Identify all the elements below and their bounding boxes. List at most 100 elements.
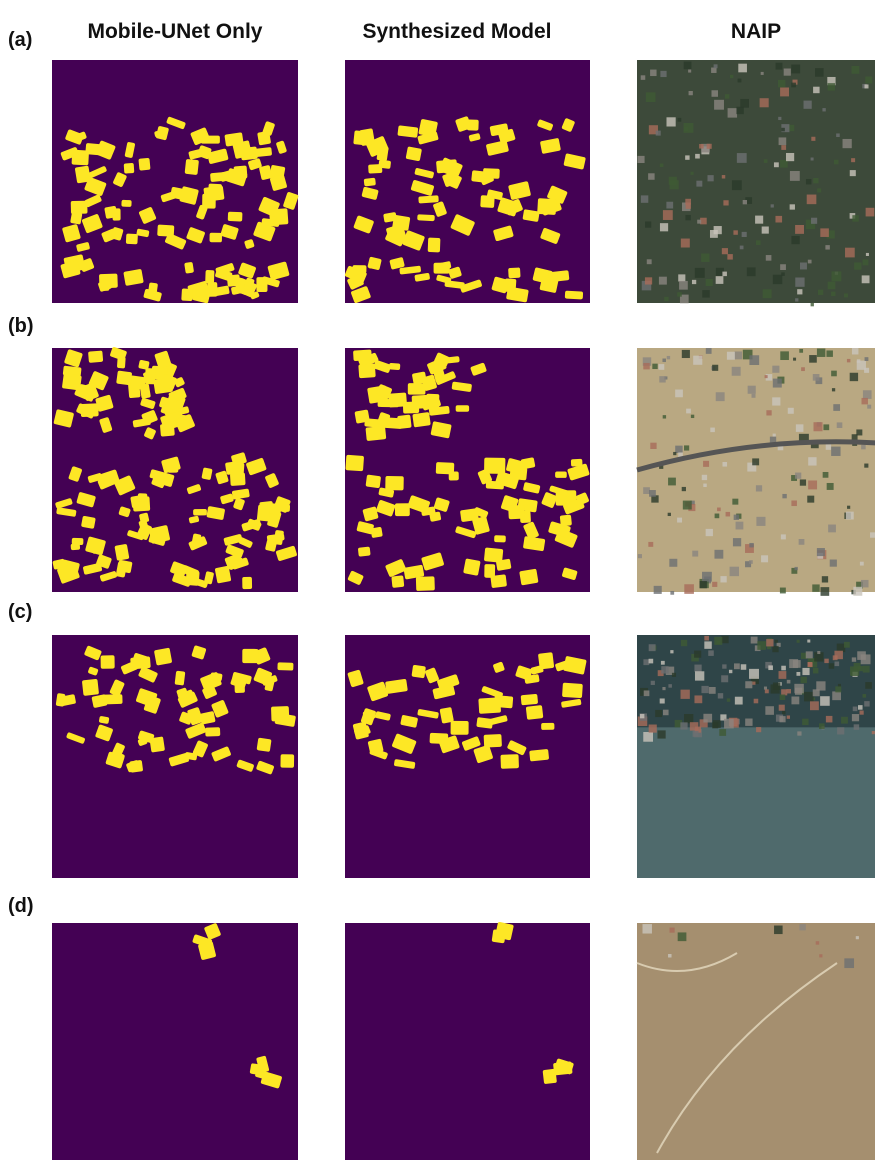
building-blob — [406, 146, 422, 161]
building-blob — [411, 665, 425, 679]
texture — [847, 359, 850, 362]
texture — [673, 452, 676, 455]
texture — [690, 722, 698, 730]
texture — [766, 639, 773, 646]
texture — [822, 108, 825, 111]
texture — [703, 714, 712, 723]
texture — [817, 188, 821, 192]
building-blob — [537, 198, 556, 215]
texture — [663, 210, 673, 220]
texture — [649, 490, 656, 497]
texture — [813, 87, 819, 93]
texture — [638, 554, 642, 558]
texture — [702, 290, 709, 297]
texture — [860, 562, 864, 566]
building-blob — [358, 546, 371, 556]
texture — [781, 145, 786, 150]
texture — [818, 290, 823, 295]
texture — [787, 689, 791, 693]
building-blob — [257, 738, 272, 752]
building-blob — [138, 493, 148, 502]
texture — [652, 364, 657, 369]
texture — [831, 292, 835, 296]
texture — [720, 576, 726, 582]
texture — [814, 422, 823, 431]
texture — [663, 415, 666, 418]
texture — [809, 355, 817, 363]
building-blob — [366, 475, 382, 489]
texture — [827, 483, 834, 490]
texture — [830, 560, 837, 567]
building-blob — [280, 754, 294, 768]
texture — [732, 367, 741, 376]
texture — [686, 204, 691, 209]
texture — [660, 71, 666, 77]
building-blob — [205, 727, 220, 737]
building-blob — [345, 455, 364, 472]
texture — [843, 139, 852, 148]
building-blob — [562, 683, 583, 698]
building-blob — [529, 749, 549, 762]
texture — [682, 487, 686, 491]
building-blob — [434, 263, 450, 274]
texture — [711, 68, 716, 73]
texture — [787, 715, 790, 718]
texture — [831, 371, 837, 377]
column-header: NAIP — [731, 20, 781, 43]
texture — [650, 443, 656, 449]
texture — [860, 711, 864, 715]
texture — [666, 117, 675, 126]
texture — [709, 687, 716, 694]
texture — [701, 686, 708, 693]
texture — [799, 924, 805, 930]
texture — [811, 137, 815, 141]
texture — [668, 954, 671, 957]
building-blob — [368, 164, 382, 174]
building-blob — [565, 291, 583, 300]
texture — [722, 175, 725, 178]
texture — [734, 663, 740, 669]
texture — [721, 636, 728, 643]
texture — [813, 374, 820, 381]
row-label: (d) — [8, 895, 34, 917]
building-blob — [403, 401, 419, 413]
texture — [794, 684, 803, 693]
texture — [710, 230, 718, 238]
texture — [775, 640, 779, 644]
texture — [694, 665, 701, 672]
building-blob — [456, 405, 469, 412]
texture — [702, 572, 712, 582]
texture — [853, 587, 862, 596]
texture — [703, 461, 709, 467]
building-blob — [418, 195, 439, 203]
texture — [661, 666, 668, 673]
texture — [695, 671, 704, 680]
texture — [854, 262, 861, 269]
texture — [667, 356, 670, 359]
building-blob — [103, 694, 122, 704]
building-blob — [203, 185, 224, 201]
texture — [738, 64, 747, 73]
texture — [684, 584, 694, 594]
texture — [823, 472, 829, 478]
texture — [691, 415, 694, 418]
texture — [765, 375, 768, 378]
texture — [806, 179, 811, 184]
texture — [863, 694, 867, 698]
texture — [703, 484, 706, 487]
texture — [756, 485, 762, 491]
row-label: (a) — [8, 29, 32, 51]
texture — [780, 87, 789, 96]
texture — [837, 422, 843, 428]
building-blob — [494, 535, 506, 542]
texture — [643, 363, 649, 369]
texture — [790, 204, 795, 209]
texture — [817, 548, 825, 556]
building-blob — [186, 570, 200, 585]
texture — [795, 473, 801, 479]
building-blob — [436, 462, 455, 474]
texture — [781, 128, 785, 132]
texture — [688, 70, 691, 73]
texture — [664, 297, 668, 301]
building-blob — [368, 261, 379, 269]
